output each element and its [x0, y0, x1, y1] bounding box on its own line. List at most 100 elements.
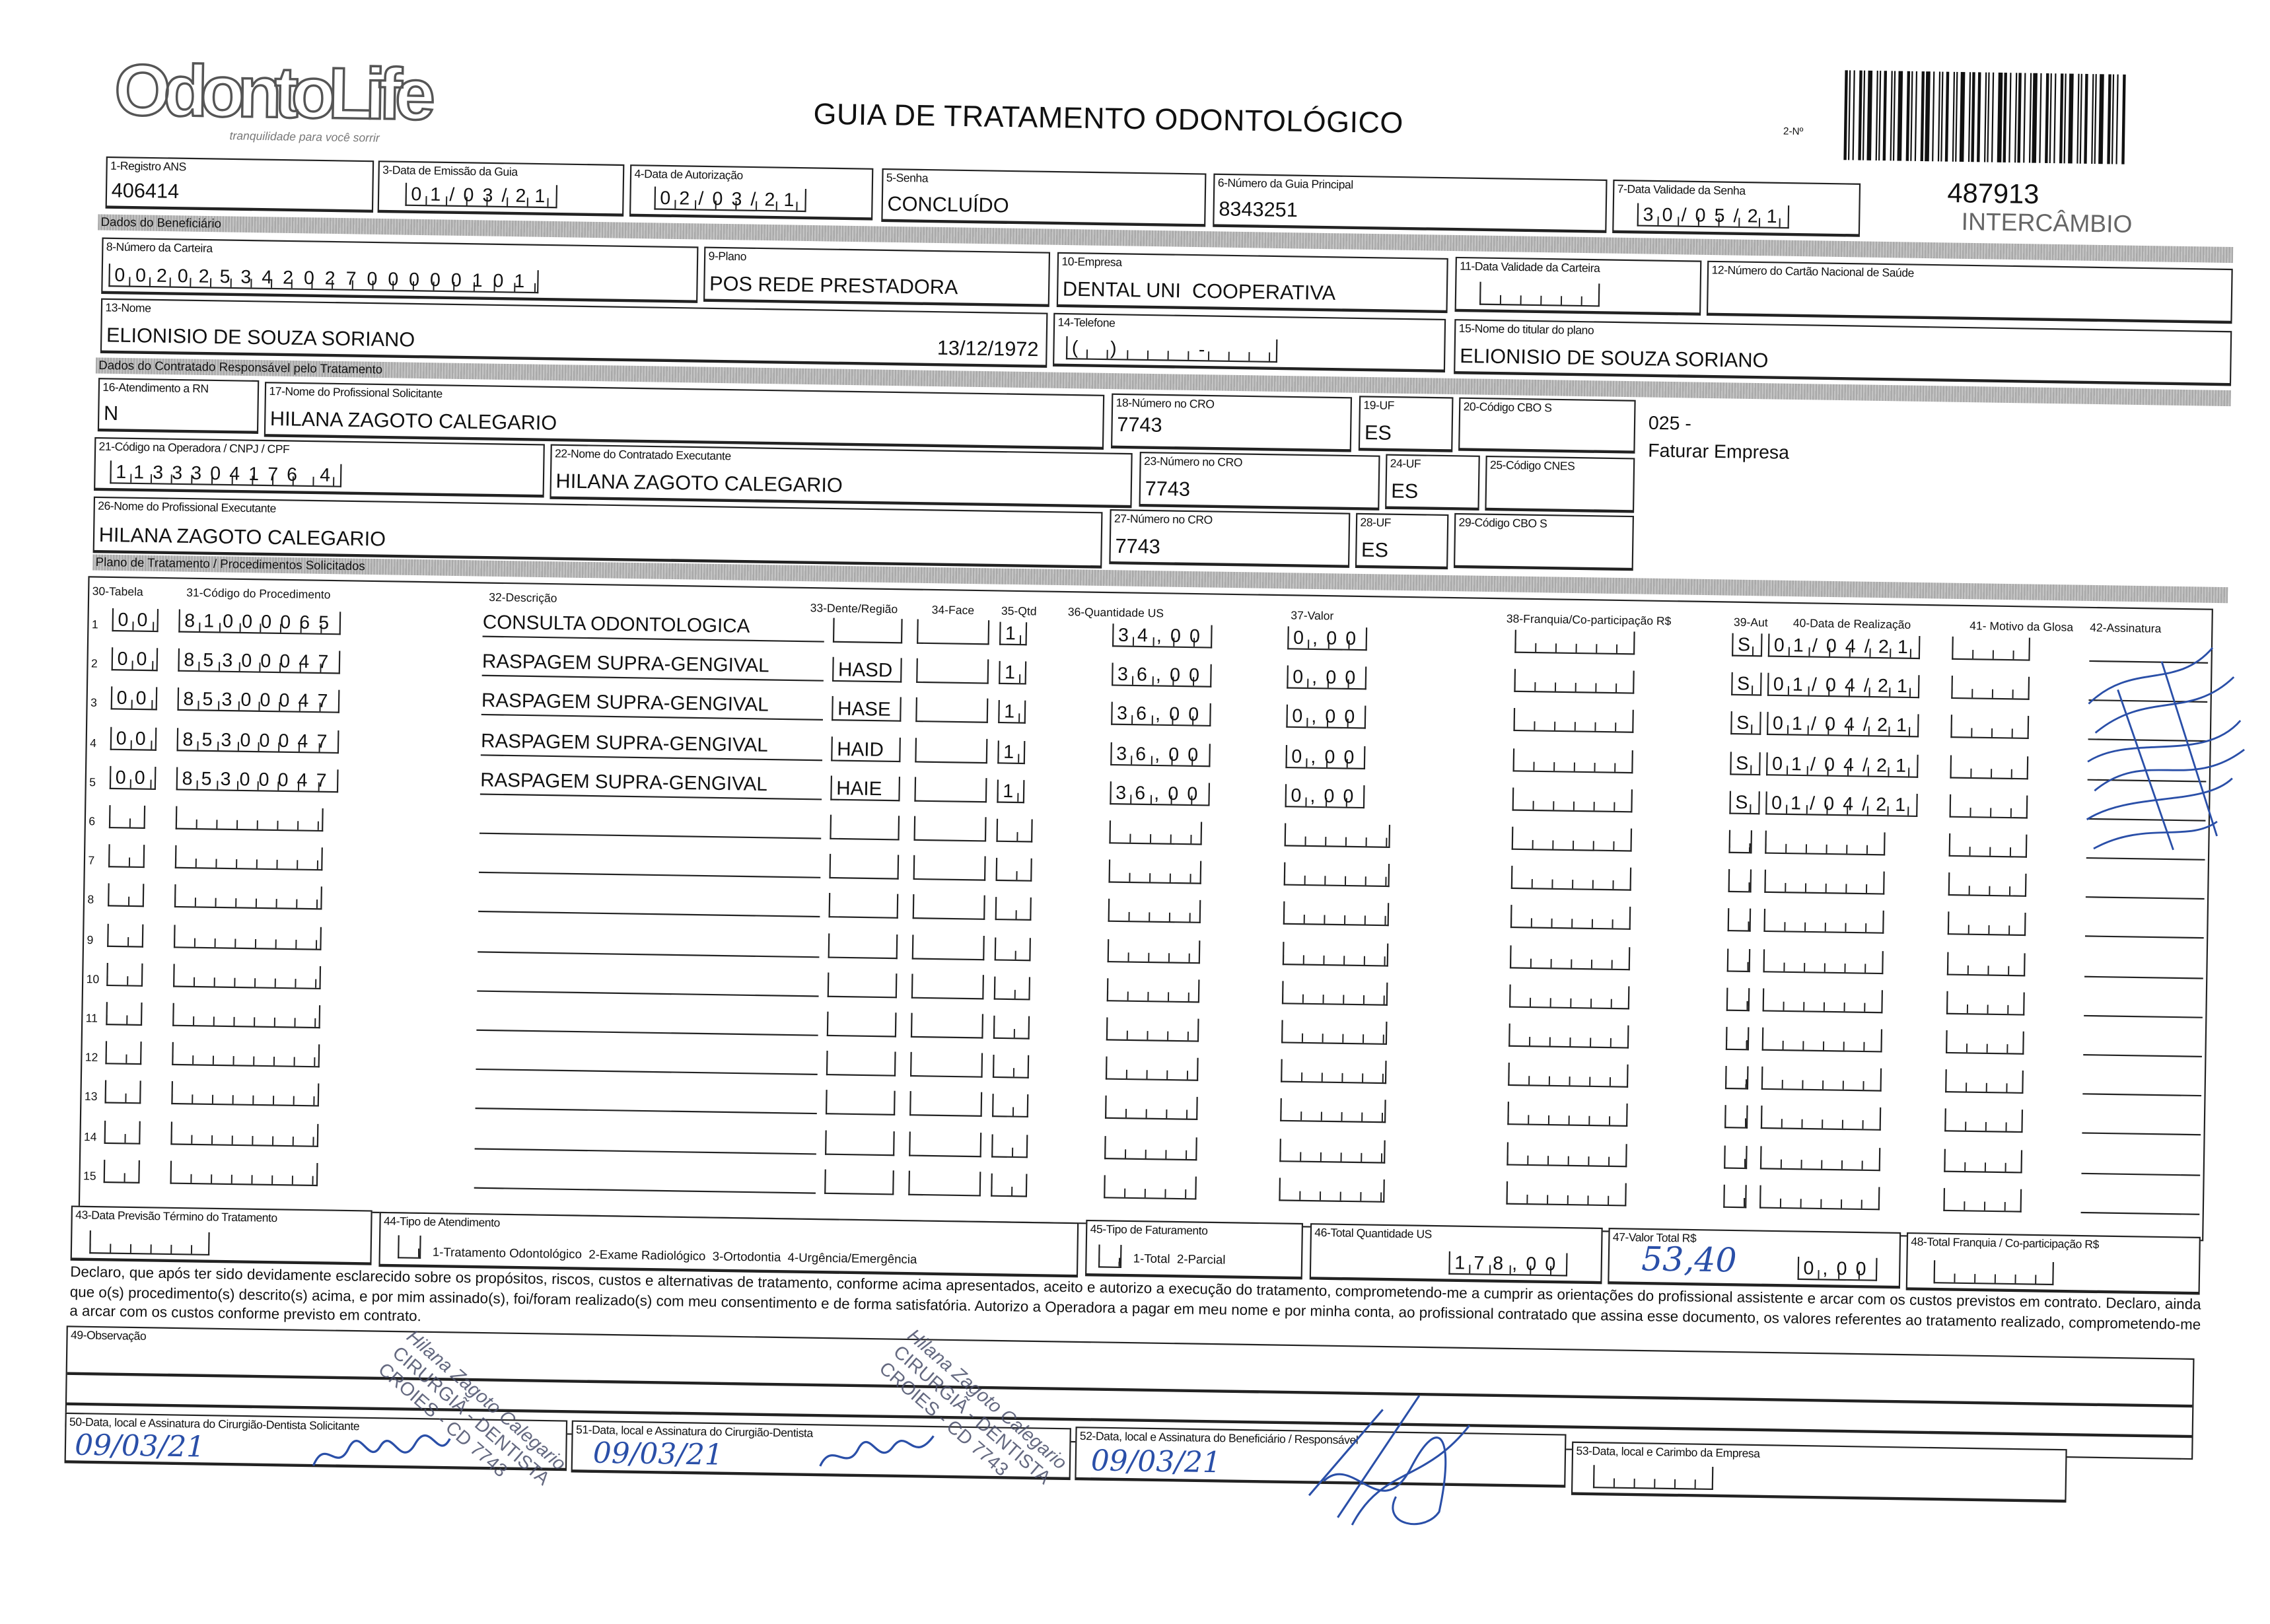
cell-face[interactable] — [909, 1131, 982, 1157]
cell-qtd[interactable] — [996, 818, 1034, 843]
cell-tabela[interactable]: 00 — [109, 765, 157, 790]
cell-franquia[interactable] — [1509, 984, 1630, 1010]
cell-qtd[interactable] — [991, 1094, 1029, 1118]
cell-franquia[interactable] — [1508, 1023, 1629, 1049]
cell-data[interactable] — [1763, 948, 1884, 974]
field-data-emissao[interactable]: 3-Data de Emissão da Guia 01/03/21 — [377, 160, 625, 217]
cell-valor[interactable] — [1282, 941, 1390, 966]
cell-franquia[interactable] — [1513, 708, 1634, 734]
cell-data[interactable] — [1761, 1067, 1882, 1092]
cell-glosa[interactable] — [1945, 1069, 2024, 1094]
cell-valor[interactable]: 0,00 — [1286, 705, 1367, 730]
cell-aut[interactable] — [1724, 1066, 1748, 1090]
cell-face[interactable] — [913, 816, 987, 842]
cell-aut[interactable] — [1723, 1184, 1746, 1208]
cell-dente[interactable] — [824, 1169, 894, 1195]
field-cnes[interactable]: 25-Código CNES — [1485, 455, 1635, 513]
cell-assinatura[interactable] — [2081, 1152, 2201, 1176]
cell-assinatura[interactable] — [2084, 994, 2203, 1018]
field-cro-23[interactable]: 23-Número no CRO 7743 — [1139, 452, 1380, 511]
cell-qtd[interactable] — [993, 976, 1031, 1001]
cell-qtd[interactable]: 1 — [997, 740, 1026, 764]
field-registro-ans[interactable]: 1-Registro ANS 406414 — [105, 156, 374, 213]
cell-descricao[interactable] — [479, 806, 822, 839]
field-cro-27[interactable]: 27-Número no CRO 7743 — [1109, 509, 1351, 568]
cell-qtd-us[interactable] — [1108, 899, 1201, 924]
cell-descricao[interactable] — [474, 1160, 816, 1194]
cell-descricao[interactable]: RASPAGEM SUPRA-GENGIVAL — [480, 727, 823, 761]
cell-codigo[interactable]: 85300047 — [176, 767, 339, 793]
cell-aut[interactable]: S — [1731, 672, 1761, 697]
cell-codigo[interactable] — [171, 1081, 320, 1108]
cell-descricao[interactable] — [477, 964, 820, 997]
cell-qtd[interactable]: 1 — [999, 621, 1028, 646]
field-uf-19[interactable]: 19-UF ES — [1358, 396, 1454, 452]
cell-tabela[interactable]: 00 — [110, 726, 158, 750]
cell-codigo[interactable]: 85300047 — [177, 688, 340, 714]
field-cbo-20[interactable]: 20-Código CBO S — [1458, 397, 1636, 454]
cell-face[interactable] — [917, 619, 990, 645]
cell-descricao[interactable] — [476, 1042, 818, 1076]
field-solicitante[interactable]: 17-Nome do Profissional Solicitante HILA… — [264, 382, 1105, 450]
cell-tabela[interactable] — [106, 962, 144, 987]
cell-descricao[interactable]: RASPAGEM SUPRA-GENGIVAL — [481, 688, 824, 721]
field-tipo-faturamento[interactable]: 45-Tipo de Faturamento 1-Total 2-Parcial — [1084, 1219, 1304, 1280]
cell-assinatura[interactable] — [2080, 1191, 2200, 1215]
cell-tabela[interactable] — [105, 1041, 143, 1065]
field-cbo-29[interactable]: 29-Código CBO S — [1453, 512, 1635, 571]
cell-data[interactable] — [1762, 988, 1883, 1013]
cell-dente[interactable] — [825, 1090, 896, 1116]
cell-face[interactable] — [910, 1012, 984, 1039]
cell-qtd[interactable] — [991, 1173, 1028, 1197]
cell-descricao[interactable]: CONSULTA ODONTOLOGICA — [482, 610, 825, 643]
cell-data[interactable]: 01/04/21 — [1766, 752, 1918, 777]
field-valor-total[interactable]: 47-Valor Total R$ 0,00 53,40 — [1608, 1228, 1901, 1289]
cell-face[interactable] — [913, 855, 986, 882]
cell-dente[interactable] — [826, 1011, 897, 1038]
cell-aut[interactable]: S — [1730, 751, 1761, 775]
cell-franquia[interactable] — [1514, 669, 1635, 695]
field-cro-18[interactable]: 18-Número no CRO 7743 — [1110, 393, 1353, 452]
field-rn[interactable]: 16-Atendimento a RN N — [97, 378, 260, 434]
cell-face[interactable] — [909, 1091, 983, 1117]
cell-descricao[interactable]: RASPAGEM SUPRA-GENGIVAL — [479, 767, 822, 800]
cell-codigo[interactable] — [170, 1160, 318, 1186]
cell-qtd-us[interactable] — [1108, 859, 1201, 885]
cell-dente[interactable] — [827, 972, 898, 998]
cell-valor[interactable] — [1279, 1138, 1386, 1163]
cell-data[interactable]: 01/04/21 — [1767, 633, 1920, 660]
cell-assinatura[interactable] — [2084, 955, 2204, 979]
cell-codigo[interactable] — [175, 806, 324, 832]
cell-dente[interactable] — [825, 1129, 895, 1156]
cell-qtd-us[interactable]: 36,00 — [1110, 742, 1210, 767]
cell-data[interactable] — [1763, 909, 1884, 935]
cell-assinatura[interactable] — [2082, 1073, 2202, 1097]
cell-glosa[interactable] — [1948, 872, 2027, 898]
cell-tabela[interactable]: 00 — [112, 608, 160, 633]
cell-descricao[interactable] — [478, 885, 821, 918]
cell-valor[interactable] — [1284, 823, 1391, 848]
cell-codigo[interactable]: 81000065 — [178, 609, 341, 635]
cell-glosa[interactable] — [1945, 1030, 2025, 1055]
field-uf-24[interactable]: 24-UF ES — [1385, 454, 1480, 511]
cell-dente[interactable] — [828, 893, 899, 919]
cell-glosa[interactable] — [1944, 1109, 2024, 1134]
field-validade-carteira[interactable]: 11-Data Validade da Carteira / / — [1454, 256, 1702, 316]
cell-dente[interactable] — [829, 854, 900, 880]
field-tipo-atendimento[interactable]: 44-Tipo de Atendimento 1-Tratamento Odon… — [378, 1211, 1079, 1278]
cell-qtd[interactable]: 1 — [998, 700, 1026, 724]
cell-face[interactable] — [908, 1170, 981, 1197]
cell-descricao[interactable] — [478, 924, 820, 958]
field-executante[interactable]: 22-Nome do Contratado Executante HILANA … — [550, 444, 1133, 509]
cell-dente[interactable] — [830, 814, 900, 841]
cell-franquia[interactable] — [1510, 905, 1631, 931]
cell-face[interactable] — [911, 934, 985, 960]
cell-valor[interactable]: 0,00 — [1285, 744, 1366, 769]
field-total-us[interactable]: 46-Total Quantidade US 178,00 — [1309, 1223, 1603, 1285]
cell-glosa[interactable] — [1946, 951, 2026, 976]
cell-dente[interactable] — [832, 618, 903, 644]
cell-aut[interactable]: S — [1730, 711, 1761, 736]
cell-dente[interactable]: HAIE — [830, 775, 901, 801]
signature-53[interactable]: 53-Data, local e Carimbo da Empresa / / — [1571, 1441, 2067, 1503]
field-total-franquia[interactable]: 48-Total Franquia / Co-participação R$ — [1905, 1232, 2201, 1295]
